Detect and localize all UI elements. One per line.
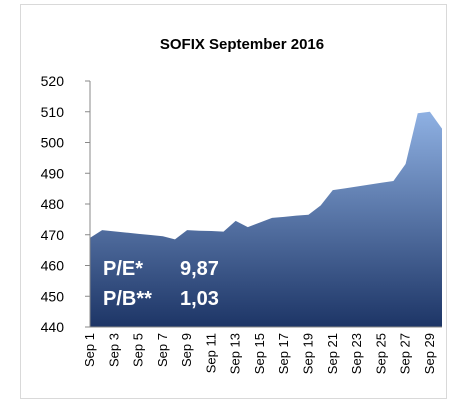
x-tick-label: Sep 13 xyxy=(228,333,243,374)
x-tick-label: Sep 27 xyxy=(398,333,413,374)
x-tick-label: Sep 3 xyxy=(106,333,121,367)
y-tick-label: 450 xyxy=(41,288,65,304)
x-tick-label: Sep 19 xyxy=(300,333,315,374)
x-tick-label: Sep 17 xyxy=(276,333,291,374)
x-tick-label: Sep 25 xyxy=(373,333,388,374)
x-tick-label: Sep 15 xyxy=(252,333,267,374)
y-tick-label: 460 xyxy=(41,258,65,274)
x-tick-label: Sep 7 xyxy=(155,333,170,367)
x-tick-label: Sep 21 xyxy=(325,333,340,374)
x-tick-label: Sep 23 xyxy=(349,333,364,374)
x-tick-label: Sep 11 xyxy=(203,333,218,373)
y-tick-label: 500 xyxy=(41,135,65,151)
y-tick-label: 480 xyxy=(41,196,65,212)
chart-title: SOFIX September 2016 xyxy=(160,36,324,53)
annotation: P/E* xyxy=(103,258,143,280)
y-tick-label: 470 xyxy=(41,227,65,243)
area xyxy=(90,111,442,327)
annotation: 1,03 xyxy=(180,288,219,310)
annotation: 9,87 xyxy=(180,258,219,280)
y-tick-label: 490 xyxy=(41,165,65,181)
x-tick-label: Sep 9 xyxy=(179,333,194,367)
annotation: P/B** xyxy=(103,288,152,310)
y-tick-label: 510 xyxy=(41,104,65,120)
y-tick-label: 520 xyxy=(41,73,65,89)
x-tick-label: Sep 29 xyxy=(422,333,437,374)
x-tick-label: Sep 1 xyxy=(82,333,97,367)
x-tick-label: Sep 5 xyxy=(131,333,146,367)
y-tick-label: 440 xyxy=(41,319,65,335)
